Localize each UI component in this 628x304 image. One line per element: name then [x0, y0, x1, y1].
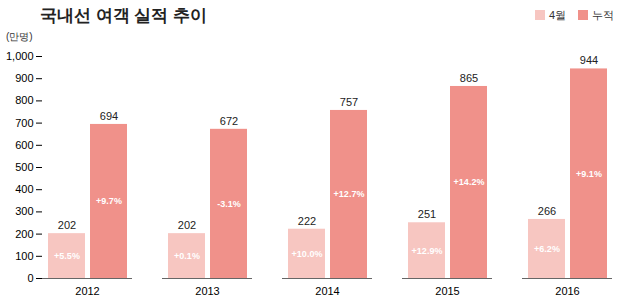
html-text:4월: 4월 [548, 8, 566, 21]
svg-text:200: 200 [15, 228, 33, 240]
html-text:누적: 누적 [592, 8, 614, 21]
svg-text:+9.1%: +9.1% [576, 169, 602, 179]
svg-text:+12.7%: +12.7% [334, 189, 365, 199]
svg-text:757: 757 [340, 96, 358, 108]
svg-text:2015: 2015 [435, 285, 459, 297]
svg-text:865: 865 [460, 72, 478, 84]
svg-text:1,000: 1,000 [6, 50, 34, 62]
svg-text:2012: 2012 [75, 285, 99, 297]
svg-text:+14.2%: +14.2% [454, 177, 485, 187]
svg-text:251: 251 [418, 208, 436, 220]
svg-text:2016: 2016 [555, 285, 579, 297]
svg-text:300: 300 [15, 205, 33, 217]
svg-text:+5.5%: +5.5% [54, 251, 80, 261]
svg-text:+9.7%: +9.7% [96, 196, 122, 206]
svg-text:+6.2%: +6.2% [534, 244, 560, 254]
html-text:(만명): (만명) [6, 31, 33, 42]
svg-text:500: 500 [15, 161, 33, 173]
svg-text:694: 694 [100, 110, 118, 122]
svg-text:202: 202 [178, 219, 196, 231]
svg-text:+10.0%: +10.0% [292, 249, 323, 259]
svg-text:+12.9%: +12.9% [412, 246, 443, 256]
svg-text:0: 0 [27, 272, 33, 284]
svg-text:944: 944 [580, 54, 598, 66]
html-text:국내선 여객 실적 추이: 국내선 여객 실적 추이 [40, 5, 208, 25]
svg-text:672: 672 [220, 115, 238, 127]
svg-text:+0.1%: +0.1% [174, 251, 200, 261]
svg-text:800: 800 [15, 94, 33, 106]
svg-text:202: 202 [58, 219, 76, 231]
svg-text:266: 266 [538, 205, 556, 217]
svg-text:2013: 2013 [195, 285, 219, 297]
svg-text:100: 100 [15, 250, 33, 262]
svg-text:2014: 2014 [315, 285, 339, 297]
svg-text:900: 900 [15, 72, 33, 84]
svg-text:700: 700 [15, 117, 33, 129]
svg-text:400: 400 [15, 183, 33, 195]
svg-text:600: 600 [15, 139, 33, 151]
svg-text:222: 222 [298, 215, 316, 227]
svg-text:-3.1%: -3.1% [217, 199, 241, 209]
